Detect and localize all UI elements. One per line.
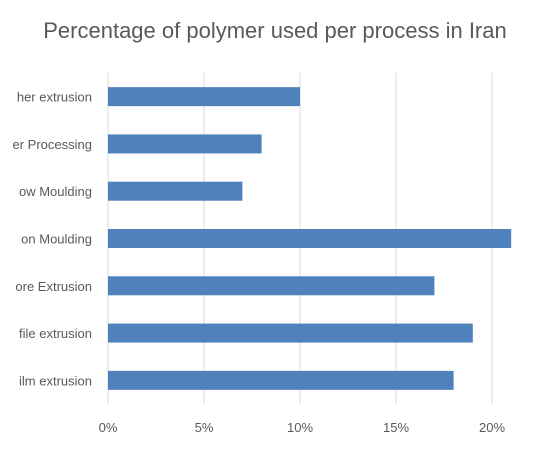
bar-6	[108, 370, 454, 390]
x-tick-label-1: 5%	[195, 420, 214, 435]
category-label-1: er Processing	[13, 137, 92, 152]
chart-title: Percentage of polymer used per process i…	[43, 18, 507, 43]
bar-0	[108, 87, 300, 107]
x-tick-label-4: 20%	[479, 420, 505, 435]
x-tick-label-3: 15%	[383, 420, 409, 435]
category-label-2: ow Moulding	[19, 184, 92, 199]
bar-5	[108, 323, 473, 343]
category-label-3: on Moulding	[21, 232, 92, 247]
category-label-6: ilm extrusion	[19, 373, 92, 388]
category-label-4: ore Extrusion	[15, 279, 92, 294]
category-label-5: file extrusion	[19, 326, 92, 341]
bar-1	[108, 134, 262, 154]
bar-3	[108, 229, 512, 248]
category-label-0: her extrusion	[17, 90, 92, 105]
x-tick-label-0: 0%	[99, 420, 118, 435]
bar-4	[108, 276, 435, 296]
bar-2	[108, 181, 243, 201]
x-tick-label-2: 10%	[287, 420, 313, 435]
